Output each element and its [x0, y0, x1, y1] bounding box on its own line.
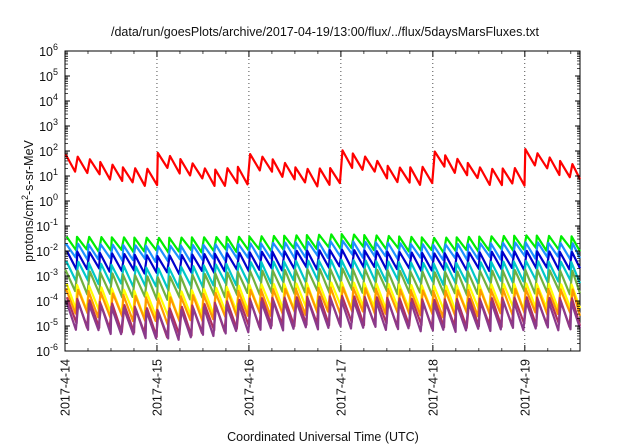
y-tick-label: 10-4	[36, 292, 58, 309]
series-layer	[64, 148, 582, 341]
y-tick-label: 10-2	[36, 242, 58, 259]
y-axis-label-sup: 2	[20, 195, 30, 200]
y-tick-label: 106	[39, 42, 58, 59]
y-axis: 10-6 10-5 10-4 10-3 10-2 10-1 100 101 102 103 104 1…	[36, 42, 580, 359]
y-axis-label: protons/cm2-s-sr-MeV	[20, 139, 36, 261]
chart-title: /data/run/goesPlots/archive/2017-04-19/1…	[111, 25, 540, 39]
y-tick-label: 10-5	[36, 317, 58, 334]
x-axis: 2017-4-14 2017-4-15 2017-4-16 2017-4-17 2017…	[59, 51, 572, 416]
x-tick-label: 2017-4-19	[518, 359, 532, 416]
series-line	[64, 286, 582, 326]
series-line	[64, 239, 581, 263]
y-axis-label-rest: -s-sr-MeV	[22, 139, 36, 195]
y-tick-label: 100	[39, 192, 58, 209]
series-line	[64, 267, 582, 302]
y-axis-label-base: protons/cm	[22, 200, 36, 262]
series-line	[65, 248, 581, 276]
y-tick-label: 105	[39, 67, 58, 84]
x-tick-label: 2017-4-16	[242, 359, 256, 416]
y-tick-label: 10-6	[36, 342, 58, 359]
x-tick-label: 2017-4-14	[59, 359, 73, 416]
y-tick-label: 104	[39, 92, 58, 109]
y-tick-label: 101	[39, 167, 58, 184]
y-tick-label: 10-1	[36, 217, 58, 234]
series-line	[65, 281, 582, 320]
series-line	[65, 233, 581, 254]
y-tick-label: 103	[39, 117, 58, 134]
series-line	[64, 148, 581, 188]
series-line	[65, 294, 582, 339]
x-axis-label: Coordinated Universal Time (UTC)	[227, 430, 419, 444]
x-tick-label: 2017-4-18	[426, 359, 440, 416]
y-tick-label: 10-3	[36, 267, 58, 284]
x-tick-label: 2017-4-15	[150, 359, 164, 416]
x-tick-label: 2017-4-17	[334, 359, 348, 416]
series-line	[65, 258, 582, 291]
series-line	[65, 298, 582, 341]
y-tick-label: 102	[39, 142, 58, 159]
